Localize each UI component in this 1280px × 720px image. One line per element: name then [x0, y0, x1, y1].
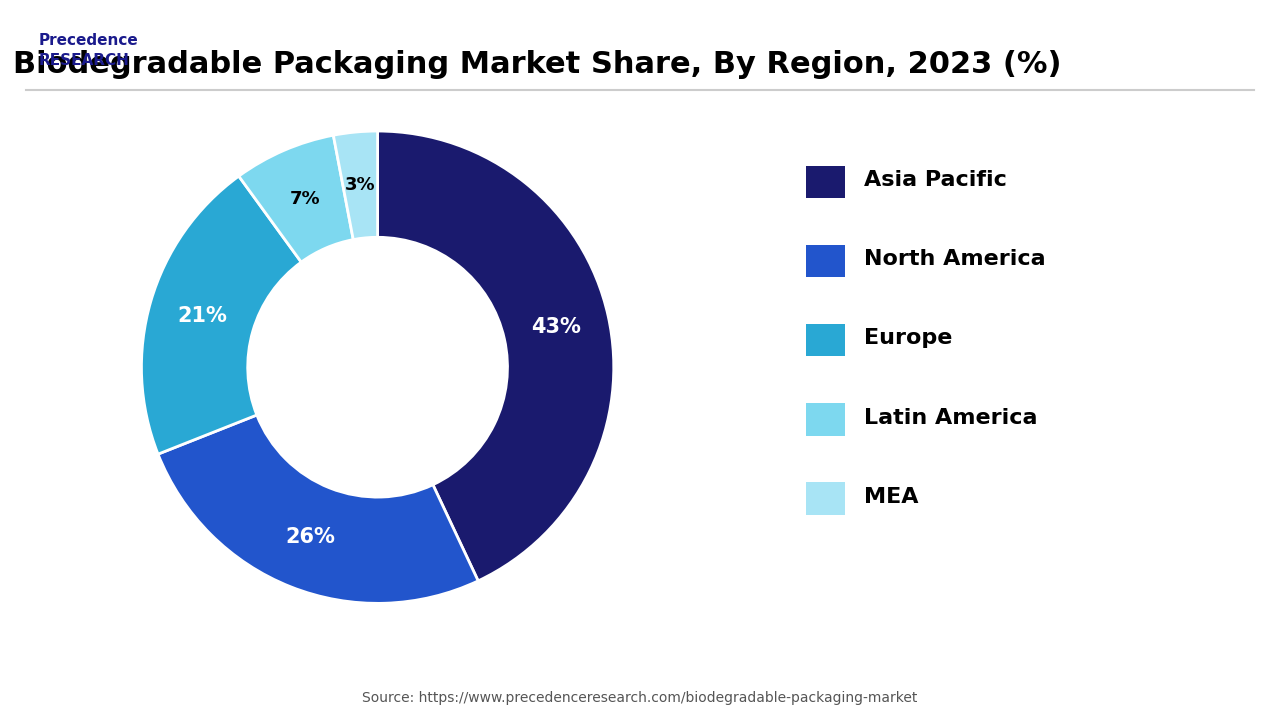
Text: Source: https://www.precedenceresearch.com/biodegradable-packaging-market: Source: https://www.precedenceresearch.c… [362, 691, 918, 706]
Text: Latin America: Latin America [864, 408, 1038, 428]
Text: MEA: MEA [864, 487, 919, 507]
Wedge shape [239, 135, 353, 262]
Wedge shape [333, 131, 378, 240]
Wedge shape [157, 415, 479, 603]
Wedge shape [142, 176, 301, 454]
Text: 43%: 43% [531, 318, 581, 337]
Text: North America: North America [864, 249, 1046, 269]
Text: 21%: 21% [177, 306, 227, 326]
Wedge shape [378, 131, 613, 581]
Text: Asia Pacific: Asia Pacific [864, 170, 1007, 190]
Text: 26%: 26% [285, 527, 335, 547]
Text: 7%: 7% [289, 190, 320, 208]
Text: Biodegradable Packaging Market Share, By Region, 2023 (%): Biodegradable Packaging Market Share, By… [13, 50, 1062, 79]
Text: Precedence
RESEARCH: Precedence RESEARCH [38, 33, 138, 68]
Text: Europe: Europe [864, 328, 952, 348]
Text: 3%: 3% [346, 176, 376, 194]
